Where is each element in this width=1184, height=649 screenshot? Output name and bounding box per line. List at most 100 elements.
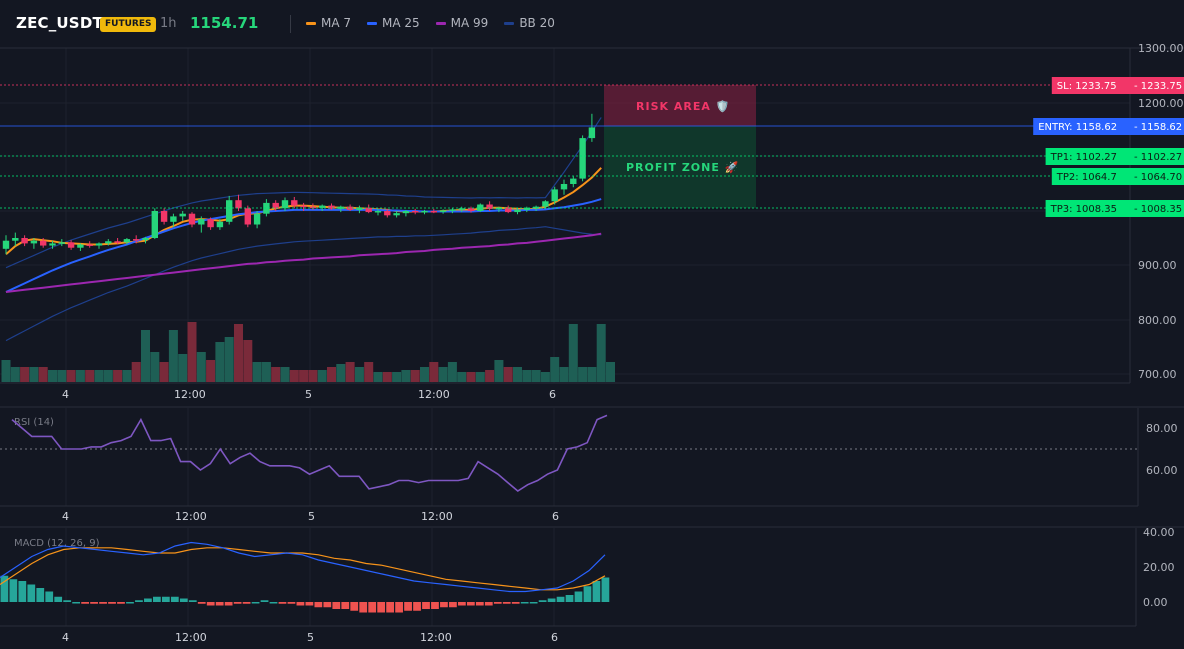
candle-body — [12, 238, 19, 241]
legend-ma7-label: MA 7 — [321, 16, 352, 30]
macd-hist-bar — [475, 602, 484, 606]
legend-bb20-label: BB 20 — [519, 16, 555, 30]
macd-tick: 40.00 — [1143, 526, 1175, 539]
candle-body — [560, 184, 568, 190]
candle-body — [291, 200, 298, 206]
macd-hist-bar — [493, 602, 502, 604]
volume-bar — [503, 367, 513, 382]
candle-body — [198, 219, 205, 225]
macd-hist-bar — [484, 602, 493, 606]
macd-hist-bar — [135, 600, 143, 602]
legend-ma25[interactable]: MA 25 — [367, 16, 420, 30]
volume-bar — [531, 370, 541, 382]
macd-hist-bar — [341, 602, 350, 609]
volume-bar — [299, 370, 309, 382]
candle-body — [244, 208, 251, 225]
time-tick: 5 — [305, 388, 312, 401]
candle-body — [263, 202, 270, 214]
level-axis-text: - 1008.35 — [1134, 204, 1182, 215]
rsi-pane[interactable]: RSI (14) 80.00 60.00 4 12:00 5 12:00 6 — [0, 414, 1178, 523]
volume-bar — [354, 367, 364, 382]
candle-body — [532, 206, 540, 209]
level-axis-tag-tp1 — [1130, 148, 1184, 165]
ma-line-ma99 — [5, 232, 602, 293]
level-axis-text: - 1102.27 — [1134, 152, 1182, 163]
volume-bar — [20, 367, 30, 382]
macd-hist-bar — [108, 602, 116, 604]
volume-bar — [168, 330, 178, 382]
time-axis-main[interactable]: 4 12:00 5 12:00 6 — [62, 388, 556, 401]
macd-hist-bar — [574, 591, 583, 602]
macd-hist-bar — [466, 602, 475, 606]
legend-ma7[interactable]: MA 7 — [306, 16, 351, 30]
level-tag-tp3 — [1045, 200, 1130, 217]
volume-bar — [38, 367, 48, 382]
level-axis-tag-sl — [1130, 77, 1184, 94]
macd-hist-bar — [206, 602, 215, 606]
volume-bar — [457, 372, 467, 382]
volume-bar — [568, 324, 578, 382]
candle-body — [439, 210, 447, 212]
time-tick: 12:00 — [421, 510, 453, 523]
candle-body — [319, 205, 326, 208]
ma7-swatch — [306, 21, 316, 25]
candle-body — [421, 211, 428, 213]
macd-hist-bar — [556, 596, 565, 602]
time-tick: 5 — [307, 631, 314, 644]
legend-bb20[interactable]: BB 20 — [504, 16, 555, 30]
volume-bar — [280, 367, 290, 382]
macd-label: MACD (12, 26, 9) — [14, 538, 100, 549]
volume-bar — [243, 340, 253, 382]
price-tick: 1200.00 — [1138, 97, 1184, 110]
volume-bar — [234, 324, 243, 382]
macd-hist-bar — [153, 596, 161, 602]
volume-bar — [252, 362, 262, 382]
legend-ma99[interactable]: MA 99 — [435, 16, 489, 30]
volume-bar — [10, 367, 20, 382]
candle-body — [2, 240, 10, 249]
candle-body — [495, 207, 503, 210]
macd-hist-bar — [377, 602, 386, 613]
time-tick: 4 — [62, 631, 69, 644]
indicator-legend: MA 7 MA 25 MA 99 BB 20 — [306, 16, 555, 30]
macd-hist-bar — [144, 598, 152, 602]
candle-body — [346, 206, 354, 210]
chart-grid — [0, 47, 1184, 627]
price-tick: 700.00 — [1138, 368, 1177, 381]
volume-bar — [103, 370, 113, 382]
level-tag-text: TP2: 1064.7 — [1056, 172, 1117, 183]
macd-hist-bar — [269, 602, 278, 604]
candle-body — [235, 200, 242, 209]
macd-hist-bar — [18, 581, 27, 602]
candle-body — [226, 200, 233, 222]
level-axis-tag-entry — [1130, 118, 1184, 135]
volume-bar — [485, 370, 495, 382]
candle-body — [133, 239, 140, 241]
macd-hist-bar — [368, 602, 377, 613]
timeframe-label[interactable]: 1h — [160, 16, 177, 31]
volume-bar — [57, 370, 67, 382]
macd-hist-bar — [90, 602, 98, 604]
candle-body — [402, 211, 410, 214]
volume-bar — [29, 367, 39, 382]
symbol-label[interactable]: ZEC_USDT — [16, 14, 103, 32]
candle-body — [542, 201, 549, 207]
macd-hist-bar — [592, 581, 601, 602]
volume-bar — [373, 372, 383, 382]
volume-bar — [513, 367, 522, 382]
level-axis-text: - 1064.70 — [1134, 172, 1182, 183]
candle-body — [179, 213, 186, 217]
macd-tick: 20.00 — [1143, 561, 1175, 574]
legend-ma99-label: MA 99 — [450, 16, 489, 30]
macd-hist-bar — [538, 600, 547, 602]
candle-body — [30, 240, 38, 244]
volume-bar — [364, 362, 374, 382]
macd-hist-bar — [601, 577, 610, 602]
time-tick: 12:00 — [418, 388, 450, 401]
candle-body — [588, 127, 596, 139]
price-axis[interactable]: 1300.00 1200.00 900.00 800.00 700.00 — [1138, 42, 1184, 381]
macd-pane[interactable]: MACD (12, 26, 9) 40.00 20.00 0.00 4 12:0… — [0, 526, 1175, 644]
macd-lines — [0, 541, 606, 593]
candle-body — [356, 207, 363, 210]
